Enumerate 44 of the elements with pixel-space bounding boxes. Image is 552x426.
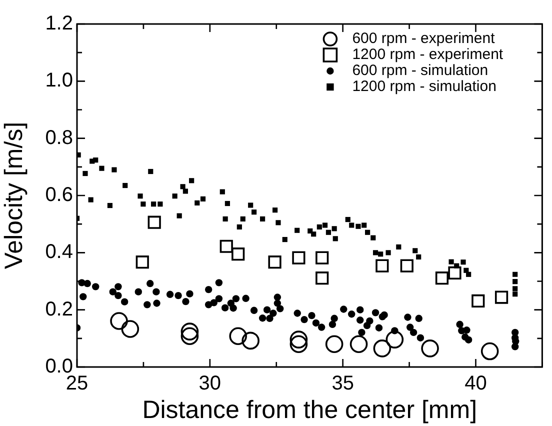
point <box>242 332 260 350</box>
point <box>376 259 389 272</box>
point <box>386 330 404 348</box>
legend-label: 600 rpm - simulation <box>352 62 488 80</box>
legend-label: 1200 rpm - experiment <box>352 46 504 64</box>
legend-label: 600 rpm - experiment <box>352 30 496 48</box>
x-axis-title: Distance from the center [mm] <box>142 396 478 424</box>
x-tick-label: 40 <box>464 372 487 395</box>
point <box>292 251 306 264</box>
point <box>494 290 508 304</box>
point <box>121 320 140 338</box>
point <box>148 216 161 229</box>
point <box>400 259 414 272</box>
point <box>232 248 245 261</box>
point <box>220 240 233 253</box>
y-tick-label: 0.8 <box>45 126 73 149</box>
point <box>472 294 485 308</box>
point <box>350 335 368 354</box>
y-tick-label: 1.2 <box>45 12 73 35</box>
point <box>325 335 344 354</box>
x-tick-label: 25 <box>66 372 88 395</box>
x-tick-label: 30 <box>198 372 222 395</box>
y-tick-label: 0.2 <box>45 298 73 320</box>
point <box>136 256 149 269</box>
legend-label: 1200 rpm - simulation <box>352 78 496 96</box>
point <box>180 327 199 346</box>
point <box>229 327 247 346</box>
point <box>110 312 128 330</box>
y-tick-label: 0.6 <box>45 184 73 206</box>
x-tick-label: 35 <box>332 372 354 395</box>
point <box>180 322 199 340</box>
point <box>435 272 449 285</box>
y-axis-title: Velocity [m/s] <box>0 122 28 270</box>
y-tick-label: 1.0 <box>45 70 73 92</box>
point <box>316 272 329 285</box>
point <box>268 256 282 269</box>
point <box>480 342 499 360</box>
point <box>290 335 308 354</box>
point <box>448 266 462 280</box>
point <box>373 340 392 358</box>
point <box>316 251 329 264</box>
point <box>290 330 308 348</box>
y-tick-label: 0.4 <box>45 241 73 264</box>
point <box>421 340 439 358</box>
